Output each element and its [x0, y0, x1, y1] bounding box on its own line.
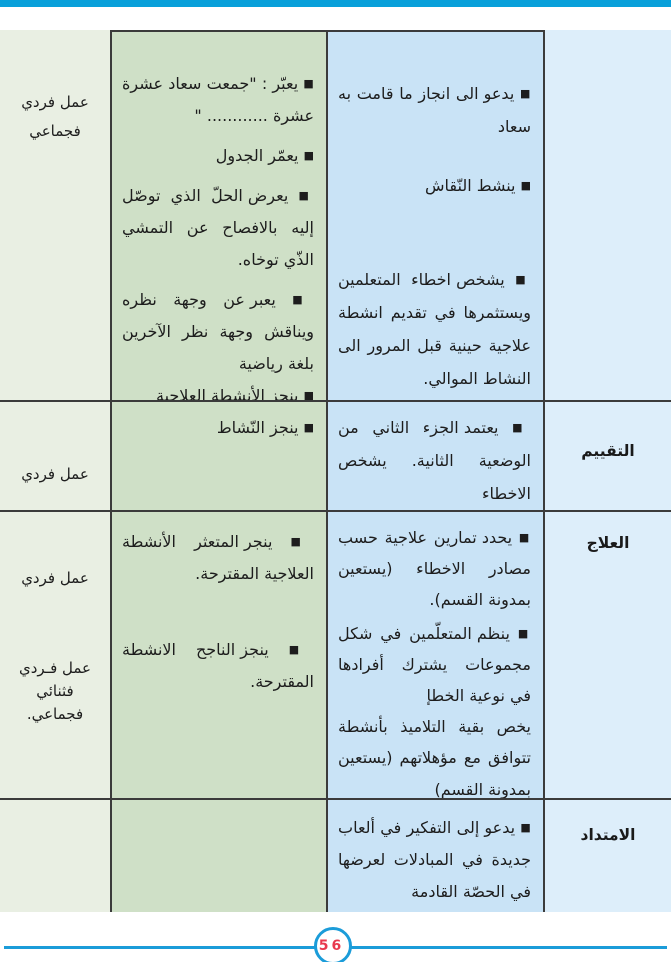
bullet-item: ■ ينجز الناجح الانشطة المقترحة. [122, 634, 314, 698]
page-number: 56 [318, 938, 345, 954]
work-mode-line: عمل فـردي [18, 658, 91, 677]
bullet-square-icon: ■ [515, 273, 531, 287]
bullet-item: ■ يدعو الى انجاز ما قامت به سعاد [338, 78, 531, 144]
stage-label-cell-extension: الامتداد [543, 798, 671, 912]
item-text: يشخص اخطاء المتعلمين ويستثمرها في تقديم … [338, 270, 531, 388]
work-mode-line: فثنائي [36, 681, 74, 700]
bullet-square-icon: ■ [303, 389, 314, 400]
bullet-item: ■ يعرض الحلّ الذي توصّل إليه بالافصاح عن… [122, 180, 314, 276]
bullet-square-icon: ■ [520, 87, 531, 100]
work-mode-cell: عمل فردي فجماعي [0, 30, 110, 400]
bullet-square-icon: ■ [292, 293, 314, 306]
bullet-item: ■ يعبر عن وجهة نظره ويناقش وجهة نظر الآخ… [122, 284, 314, 380]
item-text: يعمّر الجدول [215, 146, 299, 165]
item-text: ينجر المتعثر الأنشطة العلاجية المقترحة. [122, 532, 314, 583]
learner-actions-cell-empty [110, 798, 328, 912]
bullet-square-icon: ■ [288, 643, 314, 656]
bullet-square-icon: ■ [290, 535, 314, 548]
stage-label-cell-remediation: العلاج [543, 510, 671, 798]
bullet-square-icon: ■ [303, 421, 314, 434]
work-mode-line: فجماعي [29, 121, 81, 140]
item-text: ينجز الأنشطة العلاجية [156, 386, 299, 400]
learner-actions-cell: ■ يعبّر : "جمعت سعاد عشرة عشرة .........… [110, 30, 328, 400]
bullet-square-icon: ■ [298, 189, 314, 202]
item-text: يحدد تمارين علاجية حسب مصادر الاخطاء (يس… [338, 528, 531, 610]
item-text: يعبّر : "جمعت سعاد عشرة عشرة ...........… [122, 74, 314, 125]
item-text: يخص بقية التلاميذ بأنشطة تتوافق مع مؤهلا… [338, 717, 531, 798]
teacher-actions-cell: ■ يدعو إلى التفكير في ألعاب جديدة في الم… [328, 798, 543, 912]
item-text: يعرض الحلّ الذي توصّل إليه بالافصاح عن ا… [122, 186, 314, 269]
bullet-item: ■ ينظم المتعلّمين في شكل مجموعات يشترك أ… [338, 618, 531, 712]
bullet-square-icon: ■ [520, 178, 531, 192]
bullet-item: ■ ينجز النّشاط [122, 412, 314, 444]
item-text: ينظم المتعلّمين في شكل مجموعات يشترك أفر… [338, 623, 531, 705]
teacher-actions-cell: ■ يعتمد الجزء الثاني من الوضعية الثانية.… [328, 400, 543, 510]
bullet-item: ■ ينجر المتعثر الأنشطة العلاجية المقترحة… [122, 526, 314, 590]
bullet-square-icon: ■ [517, 626, 531, 640]
item-text: ينشط النّقاش [425, 175, 516, 195]
bullet-square-icon: ■ [303, 149, 314, 162]
stage-label-cell-evaluation: التقييم [543, 400, 671, 510]
bullet-item: ■ يعمّر الجدول [122, 140, 314, 172]
bullet-square-icon: ■ [303, 77, 314, 90]
bullet-square-icon: ■ [512, 421, 531, 434]
learner-actions-cell: ■ ينجر المتعثر الأنشطة العلاجية المقترحة… [110, 510, 328, 798]
work-mode-line: فجماعي. [26, 705, 84, 723]
item-text: يعبر عن وجهة نظره ويناقش وجهة نظر الآخري… [122, 290, 314, 373]
top-accent-bar [0, 0, 671, 7]
item-text: يعتمد الجزء الثاني من الوضعية الثانية. ي… [338, 418, 531, 503]
teacher-actions-cell: ■ يحدد تمارين علاجية حسب مصادر الاخطاء (… [328, 510, 543, 798]
work-mode-cell: عمل فردي عمل فـردي فثنائي فجماعي. [0, 510, 110, 798]
learner-actions-cell: ■ ينجز النّشاط [110, 400, 328, 510]
bullet-item: ■ يعبّر : "جمعت سعاد عشرة عشرة .........… [122, 68, 314, 132]
work-mode-line: عمل فردي [21, 93, 89, 111]
item-text: يدعو الى انجاز ما قامت به سعاد [338, 84, 531, 136]
work-mode-line: عمل فردي [21, 465, 89, 483]
work-mode-block: عمل فـردي فثنائي فجماعي. [0, 657, 110, 727]
bullet-item: ■ ينشط النّقاش [338, 170, 531, 203]
note-paragraph: يخص بقية التلاميذ بأنشطة تتوافق مع مؤهلا… [338, 711, 531, 798]
work-mode-cell: عمل فردي [0, 400, 110, 510]
bullet-square-icon: ■ [520, 821, 531, 834]
bullet-item: ■ ينجز الأنشطة العلاجية [122, 380, 314, 400]
work-mode-line: عمل فردي [21, 569, 89, 587]
stage-label-cell-empty [543, 30, 671, 400]
work-mode-cell-empty [0, 798, 110, 912]
lesson-plan-table: ■ يدعو الى انجاز ما قامت به سعاد ■ ينشط … [0, 30, 671, 912]
bullet-square-icon: ■ [518, 531, 531, 544]
page-number-badge: 56 [314, 927, 352, 962]
teacher-actions-cell: ■ يدعو الى انجاز ما قامت به سعاد ■ ينشط … [328, 30, 543, 400]
item-text: ينجز النّشاط [216, 418, 299, 437]
bullet-item: ■ يشخص اخطاء المتعلمين ويستثمرها في تقدي… [338, 264, 531, 395]
item-text: ينجز الناجح الانشطة المقترحة. [122, 640, 314, 691]
item-text: يدعو إلى التفكير في ألعاب جديدة في المبا… [338, 818, 531, 901]
bullet-item: ■ يعتمد الجزء الثاني من الوضعية الثانية.… [338, 412, 531, 510]
bullet-item: ■ يدعو إلى التفكير في ألعاب جديدة في الم… [338, 812, 531, 908]
bullet-item: ■ يحدد تمارين علاجية حسب مصادر الاخطاء (… [338, 522, 531, 616]
